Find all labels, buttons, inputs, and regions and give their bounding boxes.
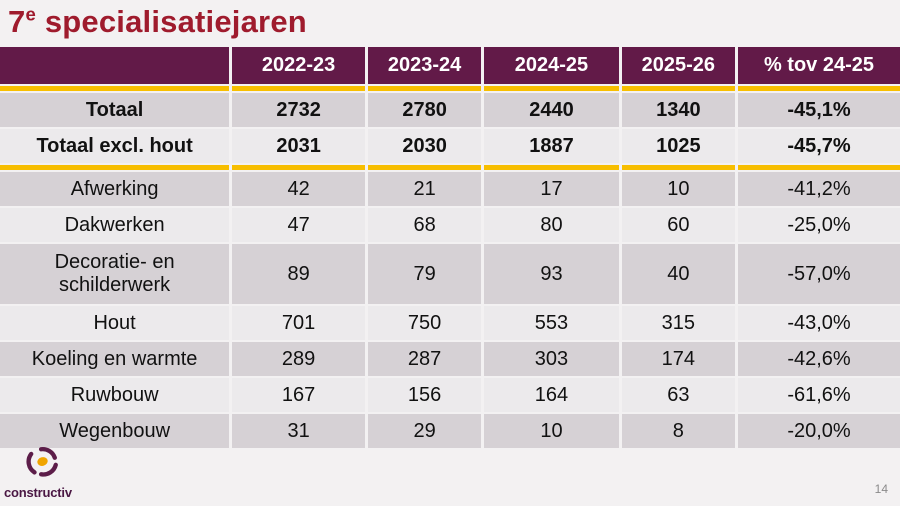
divider-segment — [367, 86, 482, 91]
table-header-row: 2022-23 2023-24 2024-25 2025-26 % tov 24… — [0, 47, 900, 84]
row-label: Totaal — [0, 93, 230, 127]
cell-value: 174 — [621, 342, 735, 376]
row-label: Ruwbouw — [0, 378, 230, 412]
cell-value: 8 — [621, 414, 735, 448]
row-label: Hout — [0, 306, 230, 340]
cell-value: -25,0% — [738, 208, 900, 242]
title-number: 7 — [8, 4, 26, 39]
cell-value: 80 — [484, 208, 619, 242]
cell-value: 701 — [232, 306, 365, 340]
cell-value: 79 — [367, 244, 482, 304]
divider-segment — [367, 165, 482, 170]
table-row-koeling-en-warmte: Koeling en warmte 289 287 303 174 -42,6% — [0, 342, 900, 376]
cell-value: 156 — [367, 378, 482, 412]
cell-value: 1340 — [621, 93, 735, 127]
column-header-empty — [0, 47, 230, 84]
cell-value: 29 — [367, 414, 482, 448]
cell-value: -45,1% — [738, 93, 900, 127]
cell-value: 89 — [232, 244, 365, 304]
cell-value: 42 — [232, 172, 365, 206]
table-row-totaal: Totaal 2732 2780 2440 1340 -45,1% — [0, 93, 900, 127]
cell-value: 2732 — [232, 93, 365, 127]
cell-value: 289 — [232, 342, 365, 376]
row-label: Koeling en warmte — [0, 342, 230, 376]
cell-value: 93 — [484, 244, 619, 304]
divider-segment — [484, 165, 619, 170]
divider-segment — [738, 165, 900, 170]
row-label: Afwerking — [0, 172, 230, 206]
cell-value: 68 — [367, 208, 482, 242]
divider-segment — [621, 165, 735, 170]
cell-value: 40 — [621, 244, 735, 304]
cell-value: 164 — [484, 378, 619, 412]
cell-value: 10 — [484, 414, 619, 448]
cell-value: -41,2% — [738, 172, 900, 206]
divider-segment — [484, 86, 619, 91]
cell-value: 31 — [232, 414, 365, 448]
cell-value: 2030 — [367, 129, 482, 163]
divider-segment — [738, 86, 900, 91]
divider-segment — [0, 165, 230, 170]
divider-segment — [232, 86, 365, 91]
table-row-totaal-excl-hout: Totaal excl. hout 2031 2030 1887 1025 -4… — [0, 129, 900, 163]
title-superscript: e — [25, 3, 36, 25]
cell-value: 303 — [484, 342, 619, 376]
logo-text: constructiv — [4, 485, 72, 500]
column-header-2022-23: 2022-23 — [232, 47, 365, 84]
column-header-2025-26: 2025-26 — [621, 47, 735, 84]
table-row-dakwerken: Dakwerken 47 68 80 60 -25,0% — [0, 208, 900, 242]
constructiv-swirl-icon — [26, 445, 60, 484]
cell-value: 287 — [367, 342, 482, 376]
cell-value: 1887 — [484, 129, 619, 163]
cell-value: 17 — [484, 172, 619, 206]
table-row-hout: Hout 701 750 553 315 -43,0% — [0, 306, 900, 340]
cell-value: 167 — [232, 378, 365, 412]
divider-segment — [232, 165, 365, 170]
page-number: 14 — [874, 482, 888, 496]
cell-value: 315 — [621, 306, 735, 340]
table-row-ruwbouw: Ruwbouw 167 156 164 63 -61,6% — [0, 378, 900, 412]
row-label: Wegenbouw — [0, 414, 230, 448]
table-row-decoratie-en-schilderwerk: Decoratie- en schilderwerk 89 79 93 40 -… — [0, 244, 900, 304]
column-header-pct-tov-24-25: % tov 24-25 — [738, 47, 900, 84]
cell-value: 21 — [367, 172, 482, 206]
column-header-2024-25: 2024-25 — [484, 47, 619, 84]
table-row-wegenbouw: Wegenbouw 31 29 10 8 -20,0% — [0, 414, 900, 448]
yellow-divider — [0, 165, 900, 170]
table-row-afwerking: Afwerking 42 21 17 10 -41,2% — [0, 172, 900, 206]
page-title: 7e specialisatiejaren — [8, 0, 307, 44]
divider-segment — [0, 86, 230, 91]
column-header-2023-24: 2023-24 — [367, 47, 482, 84]
cell-value: -42,6% — [738, 342, 900, 376]
cell-value: 2780 — [367, 93, 482, 127]
yellow-divider — [0, 86, 900, 91]
cell-value: 750 — [367, 306, 482, 340]
title-text: specialisatiejaren — [36, 4, 307, 39]
cell-value: 60 — [621, 208, 735, 242]
cell-value: 1025 — [621, 129, 735, 163]
constructiv-logo: constructiv — [4, 447, 104, 502]
row-label: Decoratie- en schilderwerk — [0, 244, 230, 304]
cell-value: 63 — [621, 378, 735, 412]
cell-value: 2031 — [232, 129, 365, 163]
divider-segment — [621, 86, 735, 91]
specialisation-table: 2022-23 2023-24 2024-25 2025-26 % tov 24… — [0, 45, 900, 450]
cell-value: -61,6% — [738, 378, 900, 412]
cell-value: 47 — [232, 208, 365, 242]
row-label: Totaal excl. hout — [0, 129, 230, 163]
row-label: Dakwerken — [0, 208, 230, 242]
cell-value: -45,7% — [738, 129, 900, 163]
cell-value: -57,0% — [738, 244, 900, 304]
cell-value: 553 — [484, 306, 619, 340]
cell-value: -20,0% — [738, 414, 900, 448]
cell-value: 2440 — [484, 93, 619, 127]
cell-value: -43,0% — [738, 306, 900, 340]
cell-value: 10 — [621, 172, 735, 206]
